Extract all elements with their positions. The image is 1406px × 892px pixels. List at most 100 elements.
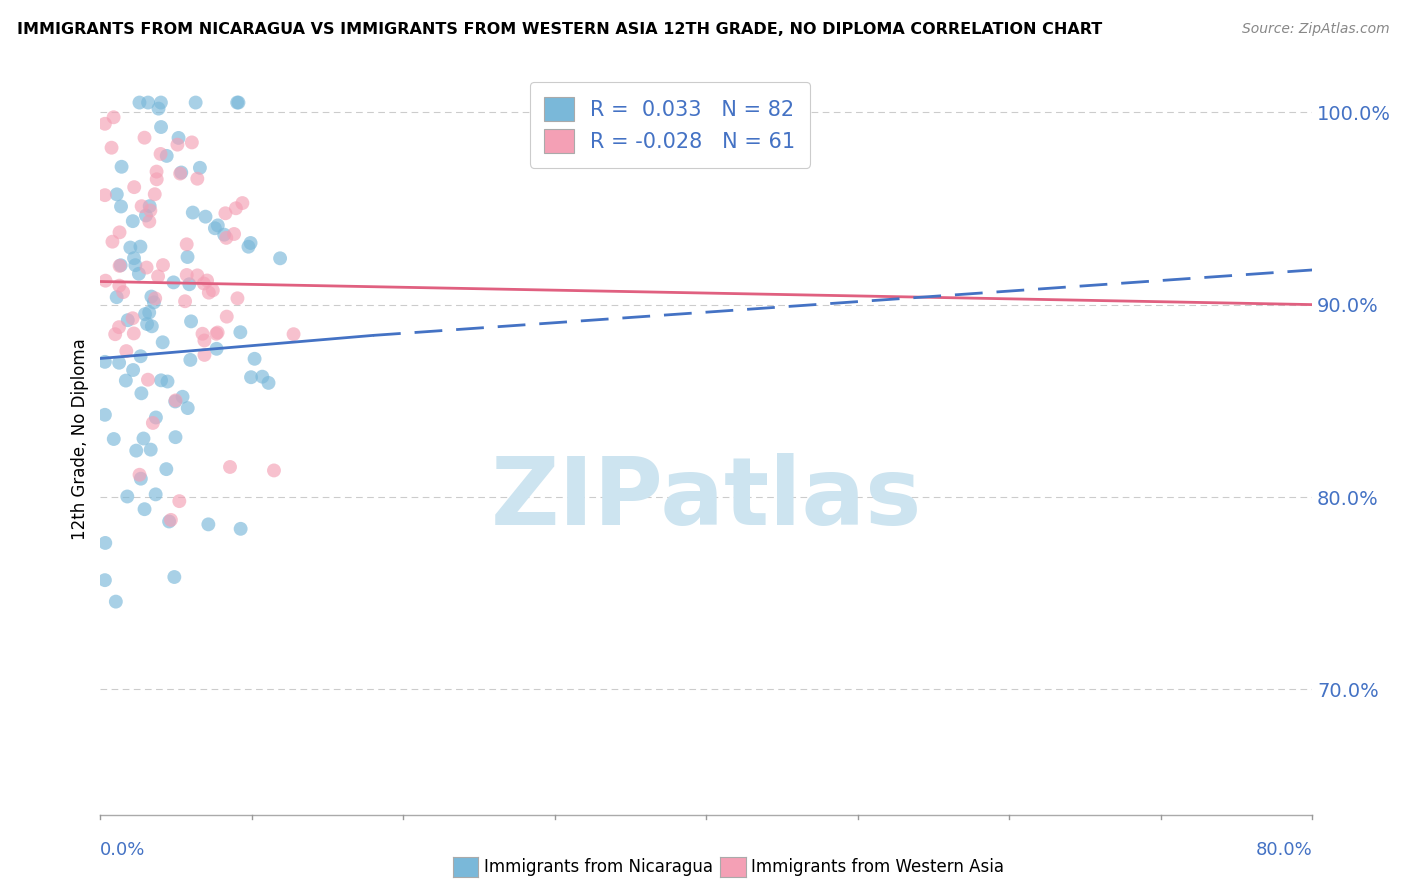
Point — [138, 199, 160, 213]
Point — [186, 268, 208, 283]
Point — [179, 352, 201, 367]
Point — [169, 494, 191, 508]
Point — [141, 289, 163, 303]
Point — [283, 327, 305, 342]
Point — [219, 460, 242, 475]
Point — [108, 278, 131, 293]
Point — [263, 463, 285, 477]
Point — [149, 95, 172, 110]
Point — [176, 237, 198, 252]
Point — [114, 374, 136, 388]
Point — [103, 432, 125, 446]
Point — [136, 373, 159, 387]
Point — [132, 432, 155, 446]
Point — [176, 250, 198, 264]
Point — [222, 227, 245, 241]
Point — [155, 462, 177, 476]
Point — [143, 292, 166, 306]
Point — [129, 349, 152, 363]
Point — [134, 130, 156, 145]
Point — [131, 386, 153, 401]
Point — [179, 277, 201, 292]
Point — [180, 314, 202, 328]
Point — [115, 344, 138, 359]
Text: Immigrants from Nicaragua: Immigrants from Nicaragua — [484, 858, 713, 876]
Point — [163, 570, 186, 584]
Point — [239, 235, 262, 250]
Point — [170, 165, 193, 179]
Point — [176, 268, 198, 282]
Text: Source: ZipAtlas.com: Source: ZipAtlas.com — [1241, 22, 1389, 37]
Y-axis label: 12th Grade, No Diploma: 12th Grade, No Diploma — [72, 338, 89, 541]
Point — [193, 277, 215, 291]
Point — [146, 269, 169, 284]
Point — [94, 536, 117, 550]
Point — [142, 295, 165, 310]
Point — [120, 241, 142, 255]
Point — [117, 490, 139, 504]
Point — [110, 160, 132, 174]
Point — [177, 401, 200, 415]
Point — [156, 149, 179, 163]
Point — [160, 513, 183, 527]
Point — [269, 252, 291, 266]
Point — [108, 225, 131, 239]
Point — [105, 290, 128, 304]
Point — [121, 214, 143, 228]
Point — [152, 258, 174, 272]
Point — [103, 110, 125, 124]
Point — [215, 310, 238, 324]
Text: Immigrants from Western Asia: Immigrants from Western Asia — [751, 858, 1004, 876]
Point — [174, 294, 197, 309]
Point — [157, 515, 180, 529]
Point — [136, 317, 159, 331]
Point — [142, 416, 165, 430]
Point — [240, 370, 263, 384]
Point — [215, 231, 238, 245]
Point — [129, 239, 152, 253]
Point — [198, 285, 221, 300]
Point — [225, 201, 247, 215]
Point — [204, 221, 226, 235]
Text: IMMIGRANTS FROM NICARAGUA VS IMMIGRANTS FROM WESTERN ASIA 12TH GRADE, NO DIPLOMA: IMMIGRANTS FROM NICARAGUA VS IMMIGRANTS … — [17, 22, 1102, 37]
Point — [243, 351, 266, 366]
Point — [104, 594, 127, 608]
Point — [150, 373, 173, 387]
Point — [169, 167, 191, 181]
Point — [226, 95, 249, 110]
Point — [136, 95, 159, 110]
Point — [229, 522, 252, 536]
Point — [139, 203, 162, 218]
Point — [125, 443, 148, 458]
Point — [112, 285, 135, 299]
Point — [121, 311, 143, 326]
Point — [167, 131, 190, 145]
Point — [156, 375, 179, 389]
Point — [205, 326, 228, 341]
Point — [143, 187, 166, 202]
Point — [252, 369, 274, 384]
Point — [131, 199, 153, 213]
Point — [152, 335, 174, 350]
Point — [108, 259, 131, 273]
Point — [162, 276, 184, 290]
Point — [94, 117, 117, 131]
Point — [172, 390, 194, 404]
Point — [138, 305, 160, 319]
Point — [145, 487, 167, 501]
Point — [94, 408, 117, 422]
Point — [122, 251, 145, 265]
Point — [145, 164, 167, 178]
Point — [108, 320, 131, 334]
Point — [94, 188, 117, 202]
Point — [229, 325, 252, 339]
Point — [214, 206, 236, 220]
Point — [104, 327, 127, 342]
Point — [205, 342, 228, 356]
Point — [117, 313, 139, 327]
Text: 0.0%: 0.0% — [100, 841, 146, 859]
Point — [94, 274, 117, 288]
Text: 80.0%: 80.0% — [1256, 841, 1312, 859]
Point — [138, 214, 160, 228]
Point — [238, 240, 260, 254]
